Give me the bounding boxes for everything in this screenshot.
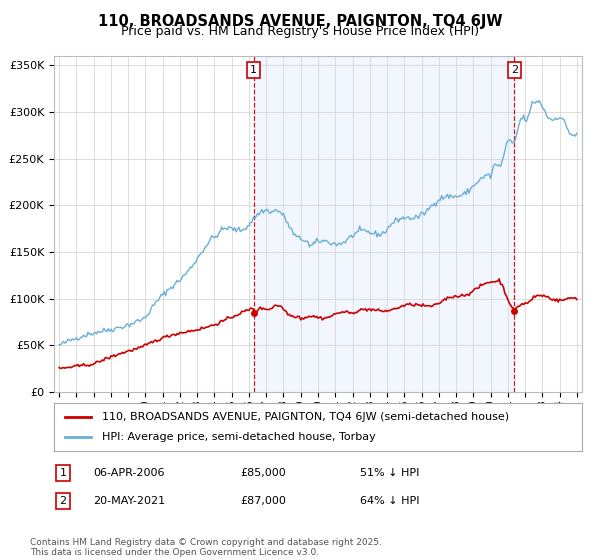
Text: Price paid vs. HM Land Registry's House Price Index (HPI): Price paid vs. HM Land Registry's House …: [121, 25, 479, 38]
Text: 110, BROADSANDS AVENUE, PAIGNTON, TQ4 6JW (semi-detached house): 110, BROADSANDS AVENUE, PAIGNTON, TQ4 6J…: [101, 412, 509, 422]
Text: £85,000: £85,000: [240, 468, 286, 478]
Text: Contains HM Land Registry data © Crown copyright and database right 2025.
This d: Contains HM Land Registry data © Crown c…: [30, 538, 382, 557]
Text: HPI: Average price, semi-detached house, Torbay: HPI: Average price, semi-detached house,…: [101, 432, 375, 442]
Bar: [254, 56, 514, 392]
Text: 06-APR-2006: 06-APR-2006: [93, 468, 164, 478]
Text: 51% ↓ HPI: 51% ↓ HPI: [360, 468, 419, 478]
Text: 20-MAY-2021: 20-MAY-2021: [93, 496, 165, 506]
Text: 1: 1: [59, 468, 67, 478]
Text: 1: 1: [250, 65, 257, 75]
Text: 2: 2: [511, 65, 518, 75]
Text: 64% ↓ HPI: 64% ↓ HPI: [360, 496, 419, 506]
Text: 110, BROADSANDS AVENUE, PAIGNTON, TQ4 6JW: 110, BROADSANDS AVENUE, PAIGNTON, TQ4 6J…: [98, 14, 502, 29]
Text: £87,000: £87,000: [240, 496, 286, 506]
Text: 2: 2: [59, 496, 67, 506]
